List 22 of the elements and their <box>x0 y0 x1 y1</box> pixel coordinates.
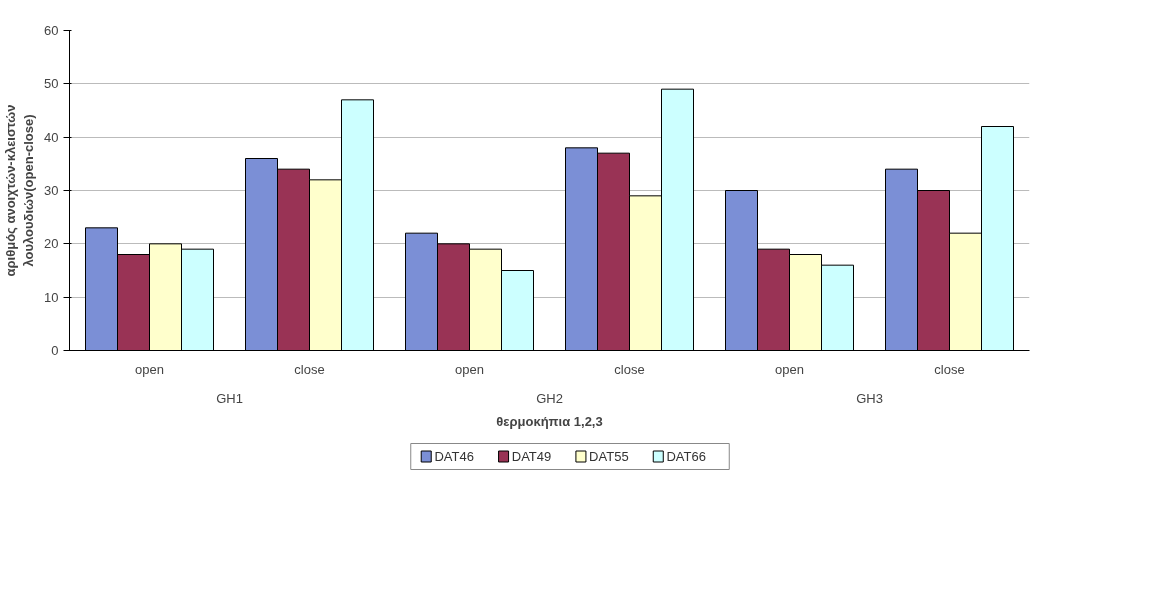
y-tick-label: 60 <box>44 23 59 38</box>
x-tick-label: close <box>934 361 965 377</box>
y-tick-label: 30 <box>44 183 59 198</box>
text: GH2 <box>536 390 563 406</box>
text: GH1 <box>216 390 243 406</box>
x-axis-title: θερμοκήπια 1,2,3 <box>496 413 603 429</box>
legend-label: DAT46 <box>434 449 474 464</box>
x-tick-label: open <box>455 361 484 377</box>
y-tick-label: 50 <box>44 76 59 92</box>
text: GH3 <box>856 390 883 406</box>
y-tick-label: 0 <box>51 343 59 358</box>
x-tick-label: open <box>135 361 164 377</box>
x-tick-label: close <box>294 361 325 377</box>
y-tick-label: 40 <box>44 129 59 145</box>
legend-label: DAT66 <box>666 449 706 464</box>
y-tick-label: 20 <box>44 236 59 252</box>
y-axis-title: αριθμός ανοιχτών-κλειστών λουλουδιών(open-close) <box>3 104 37 277</box>
x-tick-label: open <box>775 361 804 377</box>
legend-label: DAT49 <box>511 449 552 464</box>
y-tick-label: 10 <box>44 289 59 305</box>
x-tick-label: close <box>614 361 645 377</box>
legend-label: DAT55 <box>589 449 629 464</box>
